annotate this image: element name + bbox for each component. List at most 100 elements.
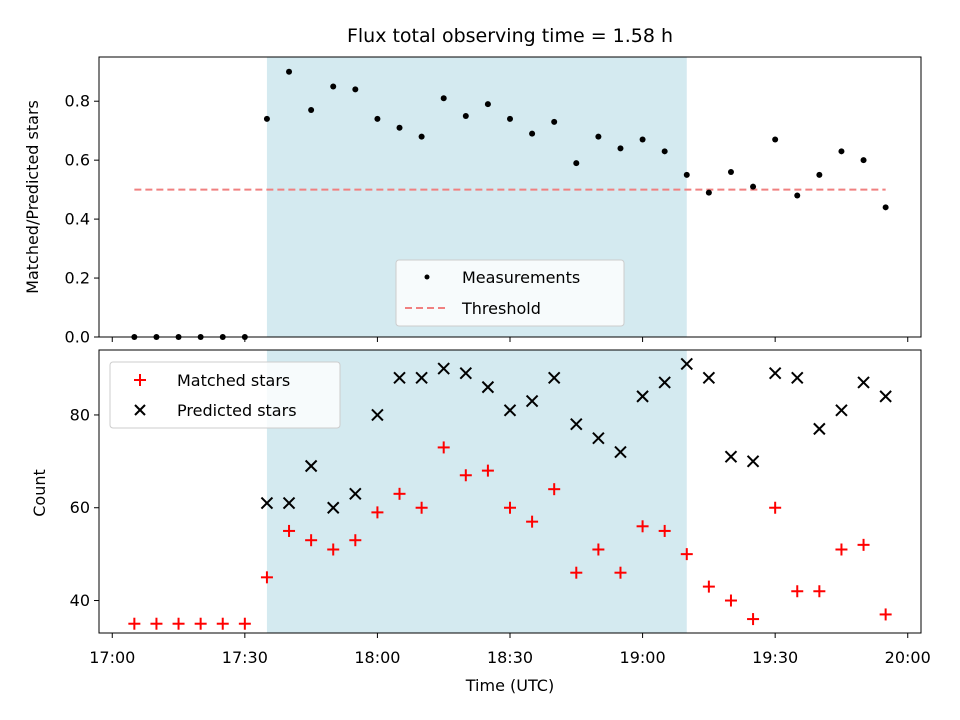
matched-star-point bbox=[548, 483, 561, 496]
bottom-legend-box bbox=[109, 361, 341, 429]
predicted-star-point bbox=[393, 371, 406, 385]
matched-star-point bbox=[172, 617, 185, 630]
predicted-star-stroke bbox=[503, 404, 517, 417]
bottom-y-tick-label: 60 bbox=[70, 498, 90, 517]
measurement-point bbox=[330, 83, 337, 90]
predicted-star-stroke bbox=[437, 362, 450, 375]
predicted-star-stroke bbox=[835, 404, 848, 417]
matched-star-point bbox=[327, 543, 340, 556]
measurement-point bbox=[794, 192, 801, 199]
measurement-point bbox=[418, 133, 425, 140]
x-tick-label: 20:00 bbox=[885, 648, 931, 667]
top-y-tick-label: 0.0 bbox=[65, 328, 90, 347]
matched-star-point bbox=[835, 543, 848, 556]
predicted-star-stroke bbox=[459, 366, 473, 380]
predicted-star-stroke bbox=[857, 376, 870, 389]
matched-star-point bbox=[393, 487, 406, 500]
matched-star-point bbox=[702, 580, 715, 593]
x-axis-label: Time (UTC) bbox=[465, 676, 554, 695]
measurement-point bbox=[396, 124, 403, 131]
measurement-point bbox=[595, 133, 602, 140]
measurement-point bbox=[529, 130, 536, 137]
predicted-star-stroke bbox=[680, 357, 693, 371]
predicted-star-point bbox=[680, 357, 693, 371]
predicted-star-point bbox=[592, 431, 605, 445]
matched-star-point bbox=[879, 608, 892, 621]
bottom-legend: Matched stars Predicted stars bbox=[109, 361, 341, 429]
matched-star-point bbox=[747, 613, 760, 626]
measurement-point bbox=[551, 118, 558, 125]
x-tick-label: 19:30 bbox=[752, 648, 798, 667]
predicted-star-point bbox=[525, 394, 539, 408]
predicted-star-stroke bbox=[768, 366, 782, 380]
predicted-star-stroke bbox=[260, 496, 274, 510]
predicted-star-point bbox=[702, 371, 716, 385]
measurement-point bbox=[308, 107, 315, 114]
matched-star-point bbox=[260, 571, 273, 584]
matched-star-point bbox=[415, 501, 428, 514]
legend-matched-label: Matched stars bbox=[177, 371, 290, 390]
predicted-star-point bbox=[835, 404, 848, 417]
predicted-star-stroke bbox=[570, 418, 583, 431]
bottom-panel: 40 60 80 17:00 17:30 18:00 18:30 19:00 19:30 20:… bbox=[30, 349, 931, 695]
matched-star-point bbox=[658, 524, 671, 537]
top-y-ticks: 0.0 0.2 0.4 0.6 0.8 bbox=[65, 92, 99, 347]
measurement-point bbox=[750, 183, 757, 190]
predicted-star-point bbox=[857, 376, 870, 389]
predicted-star-point bbox=[547, 371, 561, 385]
legend-measurements-marker bbox=[424, 274, 430, 280]
predicted-star-point bbox=[724, 450, 738, 463]
top-y-tick-label: 0.2 bbox=[65, 269, 90, 288]
x-tick-label: 18:30 bbox=[487, 648, 533, 667]
predicted-star-point bbox=[636, 390, 649, 403]
measurement-point bbox=[639, 136, 646, 143]
measurement-point bbox=[772, 136, 779, 143]
measurement-point bbox=[573, 160, 580, 167]
matched-star-point bbox=[570, 566, 583, 579]
predicted-star-point bbox=[282, 496, 296, 510]
predicted-star-point bbox=[481, 380, 495, 394]
predicted-star-stroke bbox=[547, 371, 561, 385]
bottom-y-tick-label: 80 bbox=[70, 405, 90, 424]
measurement-point bbox=[727, 168, 734, 175]
predicted-star-point bbox=[503, 404, 517, 417]
matched-star-point bbox=[504, 501, 516, 514]
top-marks bbox=[131, 68, 889, 340]
matched-star-point bbox=[349, 534, 362, 547]
measurement-point bbox=[374, 115, 381, 122]
top-y-tick-label: 0.6 bbox=[65, 151, 90, 170]
predicted-star-point bbox=[304, 459, 318, 473]
predicted-star-point bbox=[349, 487, 362, 501]
matched-star-point bbox=[857, 538, 870, 551]
top-y-tick-label: 0.8 bbox=[65, 92, 90, 111]
predicted-star-stroke bbox=[791, 371, 804, 385]
measurement-point bbox=[263, 115, 270, 122]
predicted-star-stroke bbox=[327, 501, 340, 514]
predicted-star-stroke bbox=[393, 371, 406, 385]
predicted-star-point bbox=[327, 501, 340, 514]
predicted-star-stroke bbox=[879, 390, 892, 403]
x-tick-label: 17:30 bbox=[222, 648, 268, 667]
matched-star-point bbox=[459, 469, 472, 482]
bottom-y-axis-label: Count bbox=[30, 469, 49, 517]
matched-star-point bbox=[813, 585, 826, 598]
legend-predicted-marker bbox=[134, 404, 146, 416]
legend-measurements-label: Measurements bbox=[462, 268, 580, 287]
predicted-star-point bbox=[570, 418, 583, 431]
matched-star-point bbox=[724, 594, 737, 607]
predicted-star-stroke bbox=[349, 487, 362, 501]
measurement-point bbox=[507, 115, 513, 122]
x-tick-label: 18:00 bbox=[354, 648, 400, 667]
matched-star-point bbox=[305, 534, 318, 547]
top-panel: 0.00.20.40.60.8 Matched/Predicted stars … bbox=[23, 56, 922, 347]
predicted-star-stroke bbox=[415, 371, 428, 385]
matched-star-point bbox=[614, 566, 627, 579]
matched-star-point bbox=[680, 548, 693, 561]
measurement-point bbox=[484, 101, 491, 108]
matched-star-point bbox=[216, 617, 229, 630]
matched-star-point bbox=[592, 543, 605, 556]
predicted-star-point bbox=[459, 366, 473, 380]
measurement-point bbox=[816, 171, 823, 178]
measurement-point bbox=[860, 157, 867, 164]
